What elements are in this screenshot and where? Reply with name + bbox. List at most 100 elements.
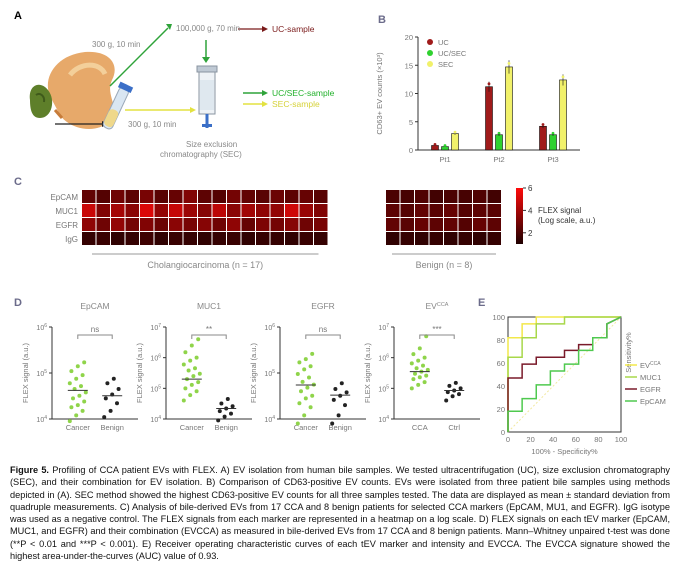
data-point-benign xyxy=(222,414,227,419)
significance-bracket xyxy=(419,334,455,339)
x-tick-label: Pt2 xyxy=(493,155,504,164)
colorbar-tick-label: 4 xyxy=(528,206,533,215)
y-tick-exp: 5 xyxy=(44,369,47,375)
legend-swatch xyxy=(427,61,433,67)
bar xyxy=(431,145,439,151)
heatmap-cell xyxy=(415,190,429,203)
data-point-cancer xyxy=(191,374,196,379)
data-point xyxy=(507,62,511,65)
roc-curve xyxy=(507,316,622,432)
x-tick-label: 100 xyxy=(615,435,628,444)
y-tick-label: 80 xyxy=(497,336,505,345)
bar xyxy=(505,66,513,151)
significance-bracket xyxy=(305,334,341,339)
x-tick-label: Benign xyxy=(101,423,124,432)
data-point-cancer xyxy=(189,382,194,387)
sec-caption-2: chromatography (SEC) xyxy=(160,150,242,159)
y-axis-label: FLEX signal (a.u.) xyxy=(21,342,30,403)
y-axis-label: FLEX signal (a.u.) xyxy=(363,342,372,403)
data-point-benign xyxy=(105,381,110,386)
data-point-cancer xyxy=(417,346,422,351)
data-point-benign xyxy=(450,394,455,399)
bar xyxy=(441,146,449,151)
y-axis-label: FLEX signal (a.u.) xyxy=(135,342,144,403)
group-label: Benign (n = 8) xyxy=(416,260,473,270)
heatmap-cell xyxy=(212,204,226,217)
y-tick-label: 104 xyxy=(150,415,161,424)
heatmap-cell xyxy=(154,204,168,217)
data-point-cancer xyxy=(193,366,197,371)
colorbar xyxy=(516,188,523,244)
heatmap-cell xyxy=(415,218,429,231)
y-tick-exp: 4 xyxy=(272,415,275,421)
data-point-cancer xyxy=(188,358,193,363)
data-point-cancer xyxy=(422,380,427,385)
sec-column-icon xyxy=(196,65,218,128)
panel-e-roc-chart: 00 20 20 40 40 60 60 80 80 100 100 100% - Specifici… xyxy=(492,313,665,456)
heatmap-cell xyxy=(154,218,168,231)
heatmap-cell xyxy=(429,232,443,245)
subplot-title-sup: CCA xyxy=(437,302,449,308)
heatmap-cell xyxy=(299,190,313,203)
y-tick-label: 106 xyxy=(378,354,389,363)
heatmap-cell xyxy=(198,218,212,231)
heatmap-cell xyxy=(212,218,226,231)
data-point-benign xyxy=(216,418,221,423)
heatmap-cell xyxy=(400,218,414,231)
legend-label: EVCCA xyxy=(640,361,661,370)
data-point-benign xyxy=(102,415,107,420)
heatmap-cell xyxy=(473,218,487,231)
data-point-cancer xyxy=(308,405,313,410)
data-point-cancer xyxy=(71,396,75,401)
data-point-cancer xyxy=(302,367,307,372)
data-point-benign xyxy=(103,396,108,401)
bar xyxy=(539,125,547,151)
data-point-benign xyxy=(458,386,463,391)
heatmap-cell xyxy=(96,190,110,203)
heatmap-cell xyxy=(227,232,241,245)
y-tick-label: 104 xyxy=(264,415,275,424)
heatmap-cell xyxy=(125,190,139,203)
heatmap-cell xyxy=(140,204,154,217)
y-tick-label: 105 xyxy=(150,384,161,393)
y-tick-label: 0 xyxy=(501,428,505,437)
data-point-benign xyxy=(336,413,341,418)
heatmap-cell xyxy=(270,232,284,245)
data-point-benign xyxy=(339,381,344,386)
data-point-cancer xyxy=(79,384,83,389)
data-point-cancer xyxy=(295,421,300,426)
data-point-cancer xyxy=(181,362,186,367)
heatmap-cell xyxy=(415,204,429,217)
heatmap-cell xyxy=(285,204,299,217)
y-tick-label: 105 xyxy=(36,369,47,378)
heatmap-row-label: MUC1 xyxy=(55,207,78,216)
sec-sample-label: SEC-sample xyxy=(272,99,320,109)
heatmap-cell xyxy=(458,218,472,231)
y-tick-label: 104 xyxy=(36,415,47,424)
heatmap-cell xyxy=(183,218,197,231)
heatmap-cell xyxy=(314,218,328,231)
heatmap-cell xyxy=(183,190,197,203)
heatmap-cell xyxy=(82,190,96,203)
data-point-cancer xyxy=(302,413,307,418)
data-point-cancer xyxy=(74,376,79,381)
y-tick-exp: 7 xyxy=(158,323,161,329)
data-point-cancer xyxy=(67,381,72,386)
bar xyxy=(451,133,459,151)
roc-curve xyxy=(507,316,621,432)
data-point-cancer xyxy=(196,337,201,342)
colorbar-tick-label: 2 xyxy=(528,229,533,238)
y-tick-exp: 5 xyxy=(158,384,161,390)
data-point-cancer xyxy=(186,368,191,373)
x-tick-label: CCA xyxy=(412,423,428,432)
y-tick-label: 100 xyxy=(492,313,505,322)
y-tick-exp: 6 xyxy=(386,354,389,360)
heatmap-cell xyxy=(285,218,299,231)
ucsec-sample-label: UC/SEC-sample xyxy=(272,88,335,98)
heatmap-cell xyxy=(227,190,241,203)
heatmap-cell xyxy=(285,190,299,203)
heatmap-cell xyxy=(125,204,139,217)
heatmap-cell xyxy=(198,190,212,203)
data-point xyxy=(551,131,555,135)
uc-sample-label: UC-sample xyxy=(272,24,315,34)
